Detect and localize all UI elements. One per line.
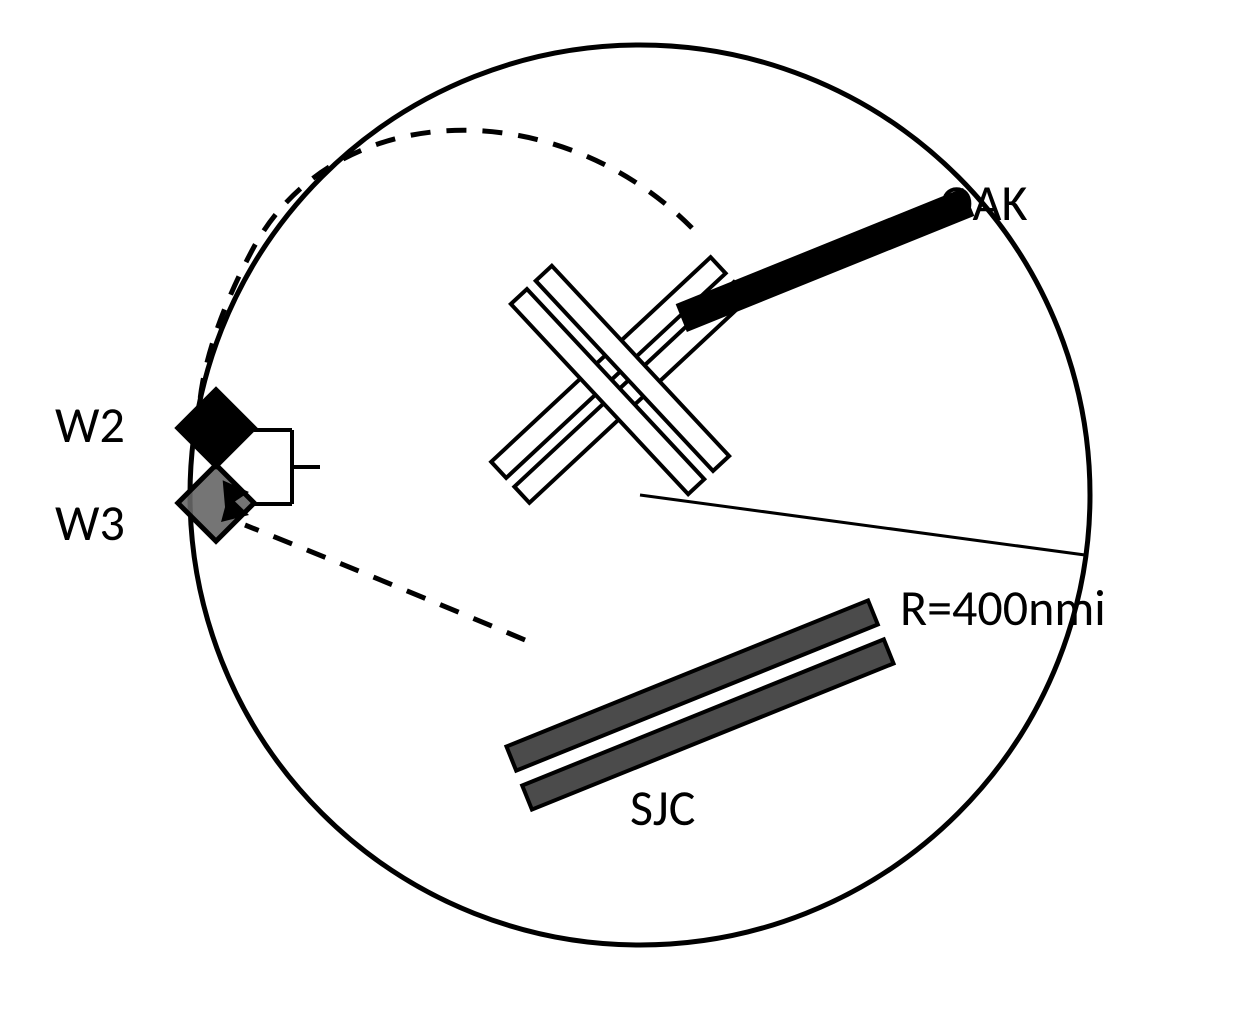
label-radius: R=400nmi bbox=[900, 578, 1106, 639]
label-w2: W2 bbox=[55, 395, 125, 456]
diagram-canvas: OAK SJC R=400nmi W2 W3 bbox=[0, 0, 1240, 1026]
label-oak: OAK bbox=[940, 173, 1027, 234]
label-w3: W3 bbox=[55, 493, 125, 554]
label-sjc: SJC bbox=[630, 778, 695, 839]
